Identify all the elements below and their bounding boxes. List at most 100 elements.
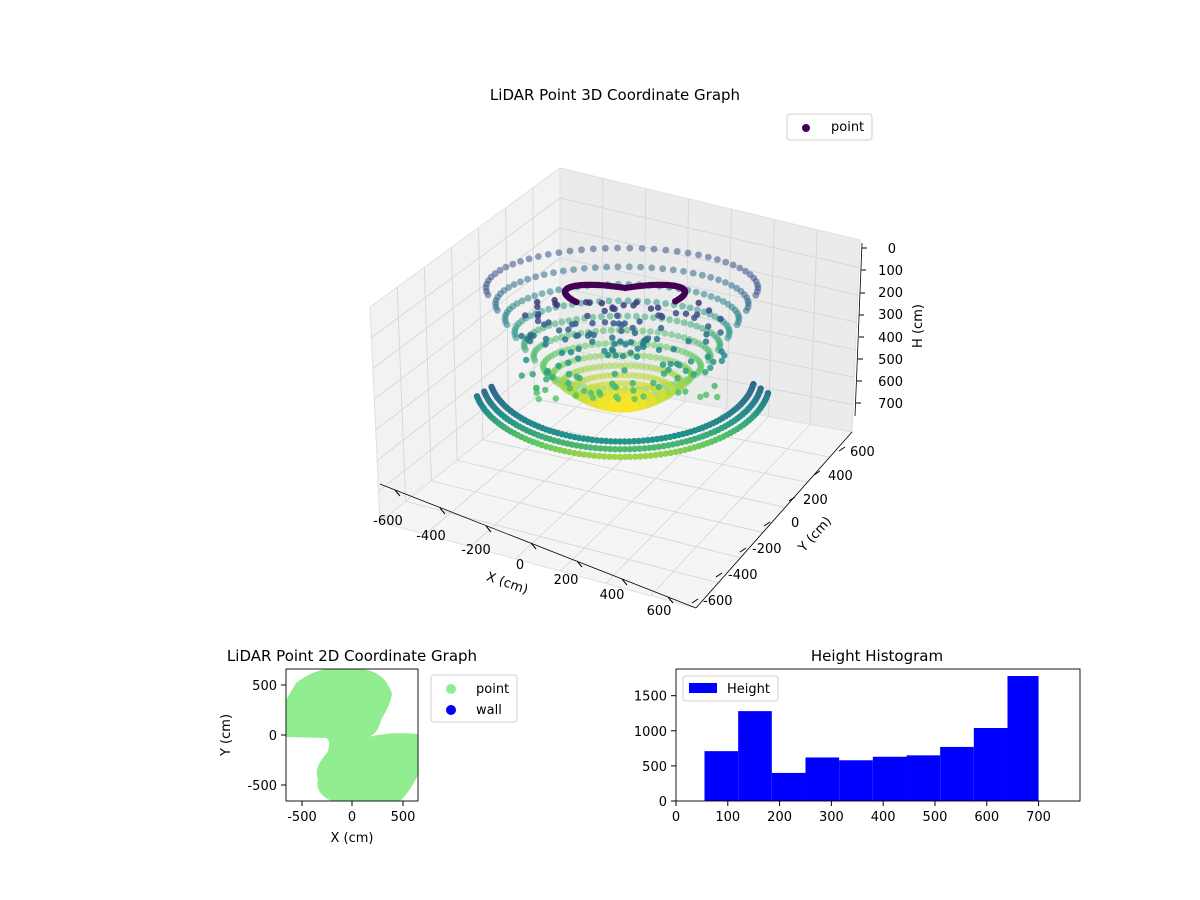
- z-tick-label: 200: [878, 286, 903, 301]
- z-tick-label: 400: [878, 331, 903, 346]
- z-axis-label-3d: H (cm): [911, 304, 926, 348]
- histogram-bar: [1007, 676, 1039, 801]
- x-tick-label: 500: [923, 810, 948, 825]
- histogram-bar: [906, 755, 941, 801]
- x-tick-label: 0: [672, 810, 680, 825]
- title-3d: LiDAR Point 3D Coordinate Graph: [490, 86, 740, 104]
- x-tick-label: 300: [819, 810, 844, 825]
- y-tick-label: 0: [269, 729, 277, 744]
- gridline: [431, 480, 741, 559]
- y-tick-label: -400: [728, 568, 758, 583]
- x-tick-label: 600: [647, 604, 672, 619]
- legend-marker-height: [689, 683, 717, 693]
- gridline: [650, 424, 811, 596]
- gridline: [482, 439, 786, 508]
- y-tick-label: 1500: [634, 690, 667, 705]
- x-tick-label: -400: [416, 529, 446, 544]
- histogram-bar: [738, 711, 772, 801]
- x-tick-label: -600: [373, 514, 403, 529]
- z-axis-line-3d: [854, 242, 863, 417]
- y-ticks-histogram: 0 500 1000 1500: [634, 690, 676, 810]
- y-tick-label: 0: [791, 516, 799, 531]
- gridline: [534, 398, 830, 458]
- point-cloud-2d: [286, 669, 418, 801]
- title-histogram: Height Histogram: [811, 647, 943, 665]
- y-axis-label-2d: Y (cm): [219, 714, 234, 757]
- gridline: [809, 229, 818, 425]
- legend-label-height: Height: [727, 682, 770, 697]
- y-tick-label: 1000: [634, 725, 667, 740]
- legend-3d: point: [786, 113, 873, 141]
- histogram-bar: [973, 727, 1008, 801]
- x-tick-label: 200: [767, 810, 792, 825]
- y-tick-label: 500: [252, 679, 277, 694]
- histogram-bar: [805, 757, 840, 801]
- x-tick-label: 700: [1026, 810, 1051, 825]
- gridline: [515, 400, 686, 560]
- legend-marker-point: [446, 684, 456, 694]
- y-tick-label: 500: [642, 760, 667, 775]
- y-tick-label: -500: [247, 779, 277, 794]
- y-ticks-3d: -600 -400 -200 0 200 400 600: [691, 445, 875, 609]
- x-tick-label: 400: [600, 588, 625, 603]
- x-ticks-3d: -600 -400 -200 0 200 400 600: [373, 489, 674, 619]
- z-tick-label: 500: [878, 353, 903, 368]
- gridline: [375, 287, 561, 431]
- x-tick-label: 400: [871, 810, 896, 825]
- gridline: [508, 418, 808, 483]
- title-2d: LiDAR Point 2D Coordinate Graph: [227, 647, 477, 665]
- y-tick-label: -600: [703, 594, 733, 609]
- histogram-bar: [839, 760, 873, 801]
- gridline: [768, 219, 775, 417]
- x-tick-label: 0: [348, 810, 356, 825]
- histogram-bar: [704, 751, 739, 801]
- x-axis-line-3d: [379, 483, 697, 609]
- y-axis-line-3d: [695, 431, 853, 609]
- y-ticks-2d: 500 0 -500: [247, 679, 286, 794]
- legend-label-point: point: [831, 120, 864, 135]
- histogram-bar: [940, 746, 974, 801]
- grid-3d: [371, 178, 859, 596]
- gridline: [605, 416, 769, 584]
- y-tick-label: 0: [659, 795, 667, 810]
- y-tick-label: -200: [752, 542, 782, 557]
- y-tick-label: 600: [850, 445, 875, 460]
- z-tick-label: 300: [878, 308, 903, 323]
- y-tick-label: 200: [803, 493, 828, 508]
- legend-histogram: Height: [682, 675, 779, 702]
- legend-2d: point wall: [430, 674, 518, 723]
- gridline: [451, 247, 458, 461]
- x-tick-label: 200: [554, 573, 579, 588]
- legend-label-point: point: [476, 682, 509, 697]
- gridline: [405, 501, 719, 584]
- histogram-bars: [704, 676, 1039, 801]
- y-axis-label-3d: Y (cm): [795, 514, 835, 556]
- gridline: [726, 209, 732, 409]
- gridline: [396, 287, 407, 502]
- x-tick-label: -500: [287, 810, 317, 825]
- gridline: [457, 459, 763, 533]
- gridline: [371, 197, 561, 339]
- legend-marker-wall: [446, 705, 456, 715]
- legend-marker-point: [802, 124, 810, 132]
- y-tick-label: 400: [828, 469, 853, 484]
- plot-3d: -600 -400 -200 0 200 400 600 X (cm) -600…: [369, 86, 926, 619]
- histogram-bar: [771, 772, 806, 801]
- x-axis-label-3d: X (cm): [484, 570, 530, 598]
- gridline: [372, 227, 561, 369]
- x-tick-label: -200: [461, 543, 491, 558]
- x-ticks-2d: -500 0 500: [287, 801, 415, 825]
- gridline: [559, 227, 858, 296]
- z-tick-label: 700: [878, 397, 903, 412]
- point-cloud-3d: [473, 244, 772, 461]
- gridline: [470, 393, 644, 547]
- histogram-bar: [872, 756, 907, 801]
- gridline: [423, 267, 432, 481]
- x-tick-label: 500: [391, 810, 416, 825]
- x-axis-label-2d: X (cm): [331, 831, 374, 846]
- x-tick-label: 0: [516, 558, 524, 573]
- legend-label-wall: wall: [476, 703, 502, 718]
- z-tick-label: 600: [878, 375, 903, 390]
- x-ticks-histogram: 0 100 200 300 400 500 600 700: [672, 801, 1051, 825]
